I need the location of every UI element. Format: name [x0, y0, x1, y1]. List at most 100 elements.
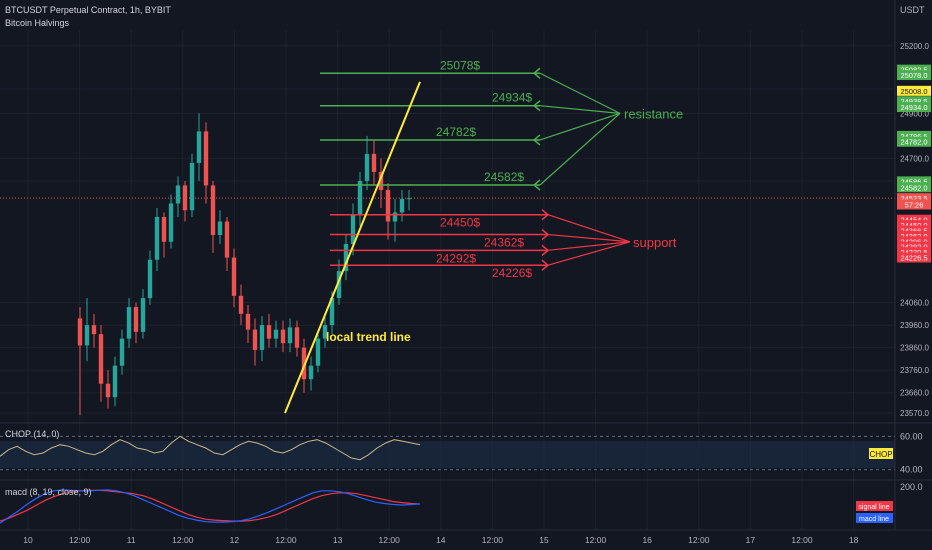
candle-body	[336, 271, 342, 299]
time-axis-tick: 16	[642, 535, 652, 545]
price-axis-badge	[897, 199, 931, 210]
resistance-pointer-line	[539, 72, 621, 114]
signal-legend-badge	[856, 501, 893, 511]
candle-body	[357, 180, 363, 215]
time-axis-tick: 12	[230, 535, 240, 545]
candle-body	[84, 325, 90, 346]
time-axis-tick: 13	[333, 535, 343, 545]
macd-title: macd (8, 19, close, 9)	[5, 487, 92, 497]
macd-signal-line	[0, 489, 421, 522]
price-axis-tick: 24060.0	[900, 299, 929, 308]
price-axis-badge-label: 25078.0	[900, 71, 927, 80]
price-axis-badge	[897, 214, 931, 225]
candle-body	[154, 216, 160, 260]
resistance-label: resistance	[624, 106, 683, 121]
price-axis-tick: 23960.0	[900, 321, 929, 330]
candle-body	[308, 365, 314, 380]
resistance-level-label: 24782$	[436, 125, 476, 139]
signal-legend-label: signal line	[858, 504, 889, 511]
candle-body	[119, 338, 125, 366]
candle-body	[315, 338, 321, 366]
time-axis-tick: 12:00	[791, 535, 813, 545]
resistance-arrow-head	[532, 67, 541, 79]
price-axis-badge-label: 24782.0	[900, 138, 927, 147]
chop-axis-tick: 60.00	[900, 431, 923, 441]
time-axis-tick: 12:00	[482, 535, 504, 545]
candle-body	[168, 203, 174, 242]
support-pointer-line	[547, 214, 631, 243]
price-level-labels: 25078$ 24934$ 24782$ 24582$ 24450$ 24362$ 2429…	[436, 58, 532, 280]
candle-body	[287, 327, 293, 344]
support-level-label: 24362$	[484, 236, 524, 250]
price-axis-badge	[897, 102, 931, 113]
time-axis-tick: 18	[849, 535, 859, 545]
resistance-pointer-line	[539, 105, 621, 114]
candle-body	[231, 257, 237, 296]
candle-body	[91, 325, 97, 335]
candle-body	[238, 295, 244, 314]
chop-title: CHOP (14, 0)	[5, 429, 59, 439]
price-axis-badge	[897, 85, 931, 96]
price-axis-badge-label: 24226.5	[900, 254, 927, 263]
price-axis-tick: 25200.0	[900, 42, 929, 51]
study-title: Bitcoin Halvings	[5, 18, 70, 28]
support-level-label: 24450$	[440, 216, 480, 230]
time-axis-tick: 14	[436, 535, 446, 545]
candle-body	[343, 244, 349, 272]
price-axis-tick: 24900.0	[900, 109, 929, 118]
chop-badge-label: CHOP	[869, 450, 892, 459]
candle-body	[371, 153, 377, 172]
candle-body	[364, 153, 370, 181]
currency-label: USDT	[900, 5, 925, 15]
price-axis-badge	[897, 176, 931, 187]
price-axis-badge-label: 25008.0	[900, 87, 927, 96]
price-axis-badge-label: 24582.0	[900, 183, 927, 192]
candle-body	[273, 329, 279, 339]
chop-series-line	[0, 435, 421, 461]
candle-body	[175, 185, 181, 204]
macd-line	[0, 489, 421, 524]
time-axis[interactable]: 10 12:00 11 12:00 12 12:00 13 12:00 14 12:00 15 12:…	[23, 535, 858, 545]
candle-body	[301, 347, 307, 380]
candle-body	[98, 334, 104, 384]
price-axis-badge-label: 57:26	[905, 200, 924, 209]
support-label: support	[633, 235, 677, 250]
price-axis-badge	[897, 193, 931, 204]
candle-body	[406, 198, 412, 200]
candle-body	[252, 329, 258, 350]
candle-body	[77, 318, 83, 346]
price-axis-badge	[897, 96, 931, 107]
candle-body	[378, 171, 384, 190]
resistance-pointer-line	[539, 112, 621, 141]
trend-line-label: local trend line	[326, 330, 411, 344]
price-axis-badge	[897, 252, 931, 263]
candle-body	[140, 298, 146, 332]
price-axis-badge	[897, 225, 931, 236]
time-axis-tick: 11	[127, 535, 136, 545]
price-axis-tick: 23760.0	[900, 366, 929, 375]
support-level-label: 24292$	[436, 251, 476, 265]
chop-badge	[869, 448, 893, 459]
candle-body	[105, 383, 111, 398]
candle-body	[266, 325, 272, 339]
candle-body	[245, 313, 251, 330]
candle-body	[203, 131, 209, 186]
time-axis-tick: 12:00	[172, 535, 194, 545]
price-axis-tick: 24700.0	[900, 154, 929, 163]
price-axis-badge-label: 24523.5	[900, 194, 927, 203]
price-axis-badge	[897, 130, 931, 141]
price-levels	[320, 67, 631, 271]
price-axis-badge	[897, 236, 931, 247]
candle-body	[392, 212, 398, 222]
time-axis-tick: 17	[746, 535, 756, 545]
resistance-arrow-head	[532, 100, 541, 112]
macd-legend-label: macd line	[859, 516, 889, 523]
price-axis-badge-label: 24934.0	[900, 103, 927, 112]
candle-body	[182, 185, 188, 211]
candle-body	[147, 259, 153, 299]
resistance-arrow-head	[532, 134, 541, 146]
chop-band	[0, 441, 895, 468]
resistance-arrow-head	[532, 179, 541, 191]
candle-body	[350, 214, 356, 245]
